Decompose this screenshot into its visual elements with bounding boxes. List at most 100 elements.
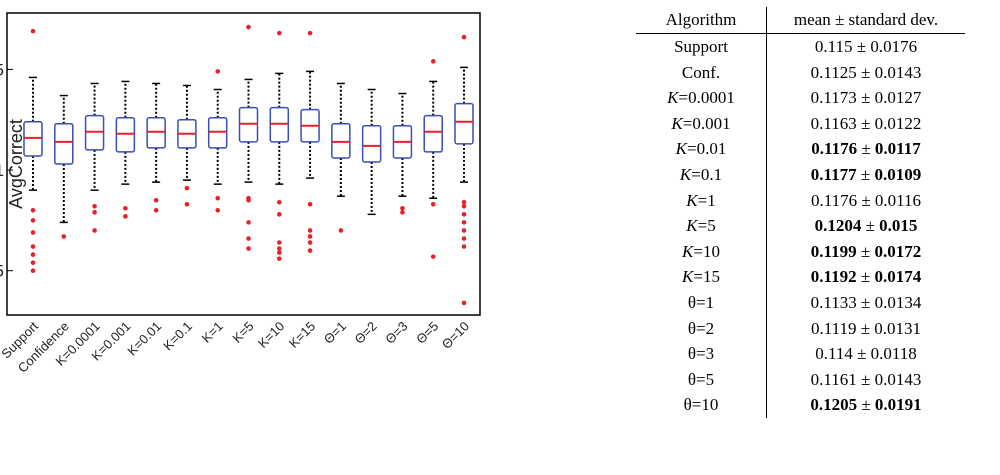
param-symbol: K — [671, 113, 683, 133]
outlier-point — [276, 246, 282, 251]
box-Θ=10 — [454, 34, 474, 306]
x-tick-label: K=5 — [229, 319, 256, 346]
outlier-point — [123, 205, 128, 211]
x-tick-label: Θ=2 — [352, 319, 380, 347]
plus-minus: ± — [856, 62, 875, 82]
param-symbol: K — [667, 88, 679, 108]
box-iqr — [207, 116, 228, 149]
mean-value: 0.115 — [814, 37, 853, 56]
box-Θ=2 — [361, 88, 382, 216]
outlier-point — [153, 197, 159, 203]
outlier-point — [184, 185, 190, 191]
boxes — [23, 24, 474, 306]
mean-value: 0.1119 — [810, 318, 857, 338]
y-axis-label: AvgCorrect — [6, 119, 26, 209]
mean-std-cell: 0.1204 ± 0.015 — [767, 213, 966, 239]
mean-value: 0.1163 — [810, 113, 857, 133]
x-tick-label: K=0.1 — [160, 319, 195, 354]
mean-value: 0.1173 — [810, 88, 857, 108]
mean-std-cell: 0.1125 ± 0.0143 — [767, 60, 966, 86]
mean-std-cell: 0.1192 ± 0.0174 — [767, 264, 966, 290]
mean-std-cell: 0.1133 ± 0.0134 — [767, 290, 966, 316]
box-iqr — [146, 116, 166, 149]
param-symbol: K — [679, 164, 692, 184]
mean-value: 0.1204 — [814, 216, 862, 236]
box-iqr — [331, 122, 351, 159]
std-value: 0.0116 — [874, 190, 922, 210]
x-tick-label: Θ=1 — [321, 319, 349, 347]
mean-std-cell: 0.1176 ± 0.0117 — [767, 136, 966, 162]
mean-value: 0.1125 — [810, 62, 857, 82]
box-Θ=5 — [423, 59, 443, 259]
box-Support — [23, 28, 43, 274]
outlier-point — [307, 201, 313, 207]
mean-value: 0.1199 — [810, 241, 857, 261]
table-row: θ=3 0.114 ± 0.0118 — [636, 341, 965, 367]
box-Confidence — [54, 94, 74, 239]
table-header-row: Algorithm mean ± standard dev. — [636, 7, 965, 34]
std-value: 0.0143 — [874, 369, 922, 389]
table-row: θ=1 0.1133 ± 0.0134 — [636, 289, 966, 316]
algorithm-cell: θ=1 — [636, 289, 767, 316]
x-tick-label: K=1 — [199, 319, 226, 346]
std-value: 0.0134 — [874, 292, 922, 312]
mean-std-cell: 0.1176 ± 0.0116 — [767, 188, 966, 214]
outlier-point — [276, 30, 282, 36]
param-value: θ=2 — [687, 318, 715, 338]
param-value: =15 — [693, 267, 720, 287]
plus-minus: ± — [856, 267, 875, 287]
plus-minus: ± — [856, 318, 875, 338]
header-mean-std: mean ± standard dev. — [766, 7, 965, 34]
outlier-point — [215, 195, 221, 201]
std-value: 0.0127 — [874, 88, 922, 108]
box-iqr — [454, 102, 474, 145]
outlier-point — [307, 30, 313, 36]
outlier-point — [246, 246, 251, 251]
algorithm-cell: K=0.1 — [636, 161, 767, 188]
box-K=0.0001 — [84, 82, 105, 233]
std-value: 0.0118 — [870, 344, 917, 364]
outlier-point — [215, 69, 221, 74]
plus-minus: ± — [857, 395, 875, 415]
algorithm-cell: Conf. — [636, 59, 767, 86]
box-iqr — [361, 124, 382, 163]
table-body: Support 0.115 ± 0.0176 Conf. 0.1125 ± 0.014… — [636, 33, 966, 418]
outlier-point — [461, 220, 467, 225]
param-symbol: K — [686, 190, 698, 210]
box-iqr — [84, 114, 105, 151]
mean-std-cell: 0.1161 ± 0.0143 — [767, 367, 966, 393]
mean-value: 0.114 — [815, 344, 853, 364]
mean-value: 0.1161 — [810, 369, 857, 389]
std-value: 0.0122 — [874, 113, 922, 133]
box-Θ=1 — [331, 82, 351, 233]
plot-frame — [6, 12, 481, 316]
outlier-point — [246, 197, 251, 203]
param-value: θ=5 — [687, 369, 715, 389]
std-value: 0.0143 — [874, 62, 922, 82]
param-value: =0.001 — [682, 113, 731, 133]
algorithm-cell: θ=2 — [636, 315, 767, 342]
x-tick-label: Θ=10 — [439, 319, 472, 352]
box-Θ=3 — [392, 92, 413, 215]
table-row: Support 0.115 ± 0.0176 — [636, 33, 965, 60]
table-row: θ=5 0.1161 ± 0.0143 — [636, 366, 966, 393]
x-tick-label: K=0.01 — [124, 319, 164, 359]
plus-minus: ± — [857, 139, 875, 159]
plus-minus: ± — [852, 37, 871, 56]
outlier-point — [30, 230, 36, 235]
param-value: Conf. — [681, 62, 721, 82]
param-value: =10 — [693, 241, 720, 261]
table-row: θ=10 0.1205 ± 0.0191 — [636, 392, 965, 418]
plus-minus: ± — [857, 190, 875, 210]
algorithm-cell: K=15 — [636, 264, 767, 290]
outlier-point — [61, 234, 67, 239]
outlier-point — [246, 236, 251, 241]
std-value: 0.0172 — [874, 241, 922, 261]
box-K=10 — [269, 30, 290, 261]
header-algorithm: Algorithm — [636, 7, 767, 34]
param-value: =1 — [697, 190, 716, 210]
outlier-point — [30, 218, 36, 223]
std-value: 0.0117 — [874, 139, 921, 159]
outlier-point — [92, 210, 97, 215]
outlier-point — [276, 250, 282, 255]
